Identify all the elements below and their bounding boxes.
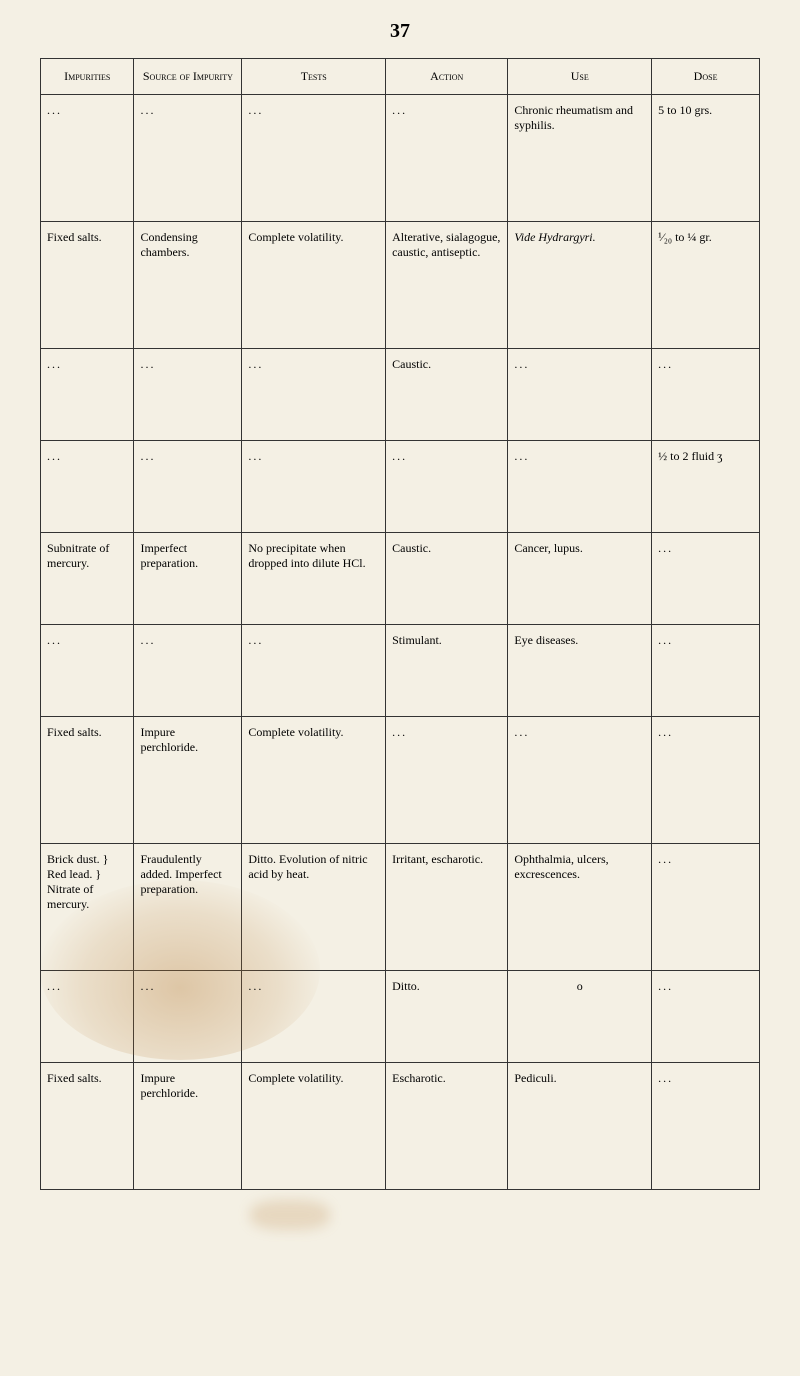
cell: Vide Hydrargyri. xyxy=(508,222,652,349)
cell: ... xyxy=(242,971,386,1063)
cell: ½ to 2 fluid ʒ xyxy=(652,441,760,533)
header-source: Source of Impurity xyxy=(134,59,242,95)
cell: ... xyxy=(652,349,760,441)
cell: Imperfect preparation. xyxy=(134,533,242,625)
table-row: Brick dust. } Red lead. } Nitrate of mer… xyxy=(41,844,760,971)
cell: Alterative, sialagogue, caustic, antisep… xyxy=(386,222,508,349)
cell: Subnitrate of mercury. xyxy=(41,533,134,625)
header-row: Impurities Source of Impurity Tests Acti… xyxy=(41,59,760,95)
cell: Impure perchloride. xyxy=(134,717,242,844)
cell: 5 to 10 grs. xyxy=(652,95,760,222)
cell: ... xyxy=(41,971,134,1063)
cell: Ditto. xyxy=(386,971,508,1063)
table-row: Subnitrate of mercury. Imperfect prepara… xyxy=(41,533,760,625)
cell: Eye diseases. xyxy=(508,625,652,717)
cell: ¹⁄₂₀ to ¼ gr. xyxy=(652,222,760,349)
cell: ... xyxy=(41,625,134,717)
cell: ... xyxy=(508,717,652,844)
cell: Brick dust. } Red lead. } Nitrate of mer… xyxy=(41,844,134,971)
cell: Irritant, escharotic. xyxy=(386,844,508,971)
header-dose: Dose xyxy=(652,59,760,95)
cell: Complete volatility. xyxy=(242,1063,386,1190)
page-number: 37 xyxy=(40,20,760,43)
cell: ... xyxy=(134,971,242,1063)
cell: ... xyxy=(652,1063,760,1190)
cell: Fraudulently added. Imperfect preparatio… xyxy=(134,844,242,971)
cell: ... xyxy=(134,441,242,533)
table-row: ... ... ... ... Chronic rheumatism and s… xyxy=(41,95,760,222)
cell: ... xyxy=(652,717,760,844)
table-row: Fixed salts. Impure perchloride. Complet… xyxy=(41,1063,760,1190)
header-impurities: Impurities xyxy=(41,59,134,95)
cell: No precipitate when dropped into dilute … xyxy=(242,533,386,625)
cell: ... xyxy=(652,533,760,625)
cell: Ophthalmia, ulcers, excrescences. xyxy=(508,844,652,971)
cell: Fixed salts. xyxy=(41,717,134,844)
cell: ... xyxy=(508,441,652,533)
cell: Complete volatility. xyxy=(242,222,386,349)
cell: Complete volatility. xyxy=(242,717,386,844)
cell: Cancer, lupus. xyxy=(508,533,652,625)
cell: ... xyxy=(242,625,386,717)
cell: ... xyxy=(41,349,134,441)
cell: ... xyxy=(508,349,652,441)
cell: Ditto. Evolution of nitric acid by heat. xyxy=(242,844,386,971)
header-use: Use xyxy=(508,59,652,95)
cell: ... xyxy=(242,95,386,222)
cell: Pediculi. xyxy=(508,1063,652,1190)
medical-table: Impurities Source of Impurity Tests Acti… xyxy=(40,58,760,1190)
cell: ... xyxy=(652,971,760,1063)
table-row: ... ... ... ... ... ½ to 2 fluid ʒ xyxy=(41,441,760,533)
cell: ... xyxy=(134,625,242,717)
cell: Impure perchloride. xyxy=(134,1063,242,1190)
cell: Escharotic. xyxy=(386,1063,508,1190)
cell: Fixed salts. xyxy=(41,1063,134,1190)
smudge-mark xyxy=(250,1200,330,1230)
cell: Stimulant. xyxy=(386,625,508,717)
cell: Caustic. xyxy=(386,349,508,441)
cell: ... xyxy=(41,441,134,533)
table-row: ... ... ... Caustic. ... ... xyxy=(41,349,760,441)
cell: Caustic. xyxy=(386,533,508,625)
cell: ... xyxy=(41,95,134,222)
cell: ... xyxy=(386,95,508,222)
cell: ... xyxy=(386,441,508,533)
cell: ... xyxy=(386,717,508,844)
cell: o xyxy=(508,971,652,1063)
cell: ... xyxy=(652,844,760,971)
cell: Fixed salts. xyxy=(41,222,134,349)
header-action: Action xyxy=(386,59,508,95)
cell: Condensing chambers. xyxy=(134,222,242,349)
cell: ... xyxy=(242,349,386,441)
cell: ... xyxy=(134,349,242,441)
table-row: ... ... ... Ditto. o ... xyxy=(41,971,760,1063)
table-row: Fixed salts. Impure perchloride. Complet… xyxy=(41,717,760,844)
header-tests: Tests xyxy=(242,59,386,95)
cell: ... xyxy=(242,441,386,533)
cell: ... xyxy=(134,95,242,222)
table-row: ... ... ... Stimulant. Eye diseases. ... xyxy=(41,625,760,717)
cell: Chronic rheumatism and syphilis. xyxy=(508,95,652,222)
cell: ... xyxy=(652,625,760,717)
table-row: Fixed salts. Condensing chambers. Comple… xyxy=(41,222,760,349)
